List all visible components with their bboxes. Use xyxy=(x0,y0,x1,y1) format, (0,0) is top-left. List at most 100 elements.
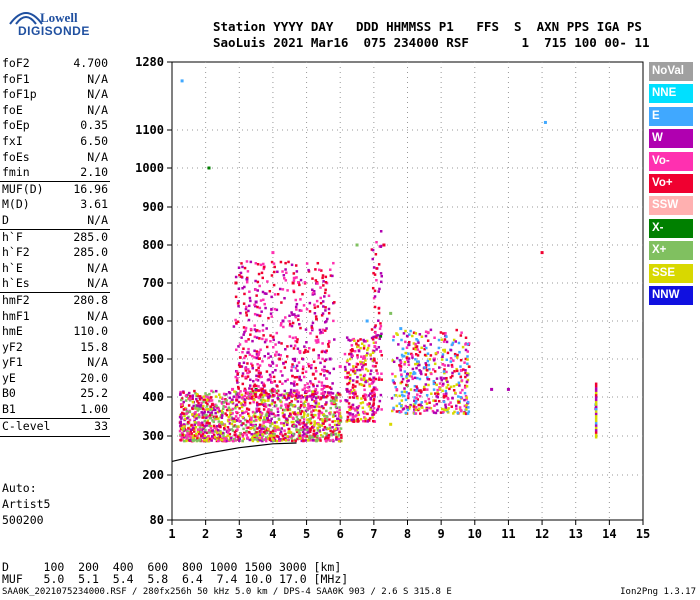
echo-point xyxy=(265,412,268,416)
echo-point xyxy=(255,374,258,378)
echo-point xyxy=(371,394,374,398)
echo-point xyxy=(275,331,279,335)
echo-point xyxy=(335,423,339,427)
echo-point xyxy=(317,414,321,417)
echo-point xyxy=(366,379,369,382)
echo-point xyxy=(348,363,351,366)
echo-point xyxy=(203,436,206,439)
echo-point xyxy=(203,419,207,423)
echo-point xyxy=(361,357,365,360)
echo-point xyxy=(366,412,369,416)
echo-point xyxy=(426,369,429,372)
echo-point xyxy=(235,379,239,382)
echo-point xyxy=(211,431,214,434)
echo-point xyxy=(190,432,193,435)
echo-point xyxy=(464,357,468,361)
echo-point xyxy=(235,397,238,400)
data-point xyxy=(399,365,403,369)
echo-point xyxy=(276,385,279,388)
echo-point xyxy=(228,414,232,417)
echo-point xyxy=(235,321,238,325)
echo-point xyxy=(182,408,186,411)
echo-point xyxy=(425,409,429,412)
echo-point xyxy=(225,413,229,417)
echo-point xyxy=(258,403,261,406)
echo-point xyxy=(423,347,426,351)
echo-point xyxy=(281,270,284,273)
echo-point xyxy=(301,292,304,296)
echo-point xyxy=(455,369,459,373)
echo-point xyxy=(284,439,288,442)
echo-point xyxy=(182,400,185,404)
echo-point xyxy=(450,343,454,347)
echo-point xyxy=(219,436,222,439)
echo-point xyxy=(299,326,302,330)
echo-point xyxy=(466,343,470,346)
data-point xyxy=(234,281,238,285)
echo-point xyxy=(259,433,262,437)
echo-point xyxy=(316,423,320,426)
param-label: h`F xyxy=(2,229,23,244)
echo-point xyxy=(353,349,357,353)
param-label: hmE xyxy=(2,324,23,339)
echo-point xyxy=(343,365,347,369)
echo-point xyxy=(361,401,365,404)
echo-point xyxy=(291,434,294,437)
echo-point xyxy=(380,378,383,381)
echo-point xyxy=(338,430,341,433)
echo-point xyxy=(316,338,320,342)
echo-point xyxy=(288,335,292,338)
echo-point xyxy=(253,438,257,441)
echo-point xyxy=(347,402,351,405)
echo-point xyxy=(242,361,246,365)
echo-point xyxy=(209,399,213,402)
echo-point xyxy=(326,317,329,321)
echo-point xyxy=(307,346,311,350)
echo-point xyxy=(222,404,225,408)
echo-point xyxy=(443,348,447,352)
param-row: h`Es N/A xyxy=(0,276,110,292)
echo-point xyxy=(253,349,256,353)
echo-point xyxy=(267,418,270,422)
echo-point xyxy=(371,257,375,261)
echo-point xyxy=(321,405,324,408)
echo-point xyxy=(241,435,245,438)
echo-point xyxy=(419,412,422,415)
echo-point xyxy=(416,339,420,342)
echo-point xyxy=(316,261,320,265)
echo-point xyxy=(414,362,417,366)
param-value: N/A xyxy=(87,102,108,117)
echo-point xyxy=(425,346,428,350)
echo-point xyxy=(356,411,360,414)
echo-point xyxy=(594,396,598,399)
echo-point xyxy=(400,353,404,357)
echo-point xyxy=(441,363,445,366)
echo-point xyxy=(314,432,317,436)
x-tick-label: 15 xyxy=(636,527,650,541)
data-point xyxy=(254,300,258,304)
echo-point xyxy=(201,432,205,436)
echo-point xyxy=(270,295,273,299)
echo-point xyxy=(287,393,290,397)
echo-point xyxy=(180,432,184,435)
x-tick-label: 6 xyxy=(337,527,344,541)
echo-point xyxy=(205,405,209,408)
echo-point xyxy=(278,428,282,431)
echo-point xyxy=(195,421,199,425)
echo-point xyxy=(290,311,293,314)
echo-point xyxy=(363,416,366,419)
echo-point xyxy=(309,417,312,420)
param-label: yF1 xyxy=(2,355,23,370)
param-value: 110.0 xyxy=(73,324,108,339)
echo-point xyxy=(463,398,466,402)
echo-point xyxy=(265,370,269,373)
param-row: foF2 4.700 xyxy=(0,56,110,72)
echo-point xyxy=(305,390,309,393)
echo-point xyxy=(372,411,376,414)
echo-point xyxy=(315,438,318,442)
echo-point xyxy=(235,418,239,422)
echo-point xyxy=(287,396,291,400)
echo-point xyxy=(263,425,267,429)
echo-point xyxy=(181,411,184,415)
echo-point xyxy=(237,363,241,367)
